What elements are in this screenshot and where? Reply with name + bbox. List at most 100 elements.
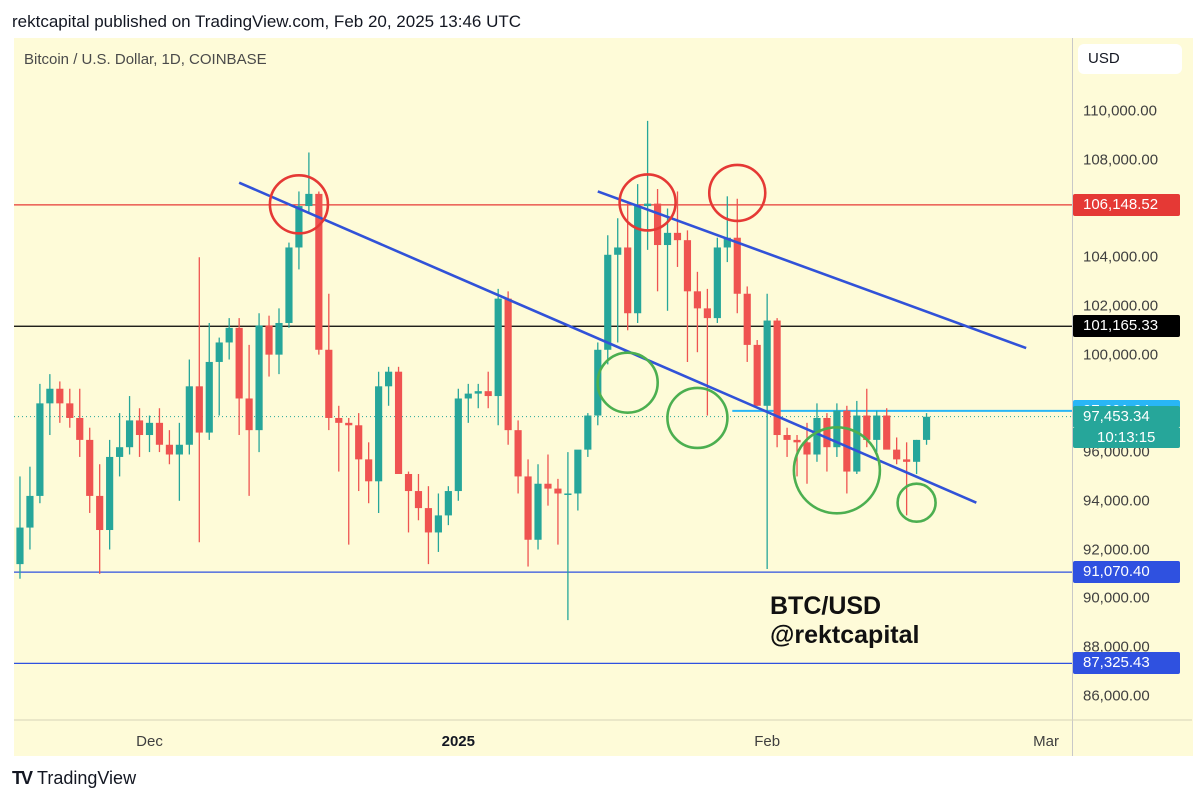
candle-body — [843, 410, 851, 472]
candle-body — [56, 388, 64, 404]
candle-body — [703, 308, 711, 319]
candle-body — [624, 247, 632, 314]
publication-header: rektcapital published on TradingView.com… — [12, 12, 522, 31]
candle-body — [494, 298, 502, 397]
candle-body — [116, 447, 124, 457]
footer[interactable]: TV TradingView — [12, 768, 136, 789]
time-tick-label: Mar — [1033, 733, 1060, 750]
candle-body — [215, 342, 223, 362]
price-tick-label: 108,000.00 — [1083, 151, 1159, 169]
candle-body — [773, 320, 781, 436]
candle-body — [404, 473, 413, 492]
price-tick-label: 100,000.00 — [1083, 346, 1159, 364]
red-circle-top-1 — [268, 174, 330, 235]
candle-body — [783, 435, 791, 440]
candle-body — [883, 415, 891, 450]
price-tick-label: 110,000.00 — [1083, 102, 1157, 120]
candle-body — [723, 237, 731, 248]
candle-body — [554, 488, 562, 494]
candle-body — [315, 193, 323, 350]
candle-body — [644, 203, 652, 207]
candle-body — [424, 508, 433, 533]
price-tick-label: 104,000.00 — [1083, 248, 1159, 266]
candle-body — [245, 398, 253, 431]
tradingview-logo-icon: TV — [12, 768, 33, 788]
candle-body — [195, 386, 203, 433]
candle-body — [823, 417, 831, 448]
price-tick-label: 88,000.00 — [1083, 638, 1150, 656]
candle-body — [614, 247, 622, 255]
price-tag-support-blue-2: 87,325.43 — [1073, 652, 1180, 675]
chart-title: Bitcoin / U.S. Dollar, 1D, COINBASE — [24, 51, 267, 68]
candle-body — [255, 325, 263, 431]
candle-body — [205, 361, 213, 433]
candle-body — [355, 425, 363, 460]
candle-body — [345, 422, 353, 426]
candle-body — [265, 325, 273, 355]
candle-body — [175, 444, 183, 455]
candle-body — [833, 410, 841, 448]
currency-selector[interactable]: USD — [1078, 44, 1182, 74]
candle-body — [295, 206, 303, 248]
candle-body — [444, 491, 452, 516]
price-tick-label: 94,000.00 — [1083, 492, 1150, 510]
candle-body — [16, 527, 24, 565]
upper-trendline — [597, 190, 1027, 350]
price-tag-level-black: 101,165.33 — [1073, 315, 1180, 338]
candle-body — [285, 247, 293, 323]
watermark: BTC/USD @rektcapital — [770, 592, 919, 650]
candle-body — [534, 483, 542, 540]
green-circle-1 — [596, 351, 659, 414]
candle-body — [863, 415, 871, 440]
candle-body — [125, 420, 134, 448]
candle-body — [155, 422, 164, 445]
candle-body — [743, 293, 751, 345]
candle-body — [145, 422, 154, 436]
price-tick-label: 90,000.00 — [1083, 589, 1150, 607]
price-scale[interactable] — [1072, 38, 1193, 756]
candle-body — [46, 388, 54, 404]
candle-body — [584, 415, 592, 450]
candle-body — [634, 206, 642, 314]
time-tick-label: 2025 — [441, 733, 475, 750]
candle-body — [384, 371, 393, 387]
candle-body — [683, 240, 692, 292]
candle-body — [853, 415, 861, 472]
candle-body — [514, 430, 522, 477]
candle-body — [913, 439, 921, 462]
candle-body — [733, 237, 741, 294]
candle-body — [225, 327, 233, 343]
candle-body — [165, 444, 173, 455]
candle-body — [375, 386, 383, 482]
price-tag-last-price: 97,453.34 — [1073, 405, 1180, 428]
candle-body — [893, 449, 901, 460]
candle-body — [305, 193, 313, 207]
candle-body — [185, 386, 193, 445]
candle-body — [803, 442, 811, 455]
candle-body — [763, 320, 771, 406]
green-circle-2 — [666, 386, 729, 450]
candle-body — [693, 291, 702, 309]
lower-trendline — [238, 181, 977, 504]
candle-body — [663, 232, 672, 246]
candle-body — [394, 371, 403, 474]
price-tick-label: 96,000.00 — [1083, 443, 1150, 461]
candle-body — [434, 515, 442, 533]
green-circle-3 — [792, 426, 882, 515]
green-circle-4 — [896, 482, 937, 524]
candle-body — [653, 203, 662, 246]
candle-body — [454, 398, 462, 492]
candle-body — [524, 476, 532, 540]
candle-body — [604, 254, 612, 350]
candle-body — [793, 439, 801, 443]
price-tick-label: 92,000.00 — [1083, 541, 1150, 558]
candle-body — [922, 416, 931, 440]
candle-body — [504, 298, 512, 431]
candle-body — [414, 491, 423, 509]
price-tag-resistance-red: 106,148.52 — [1073, 193, 1180, 216]
candle-body — [903, 459, 911, 462]
red-circle-top-3 — [707, 163, 767, 223]
candle-body — [474, 391, 482, 394]
candle-body — [484, 391, 492, 397]
